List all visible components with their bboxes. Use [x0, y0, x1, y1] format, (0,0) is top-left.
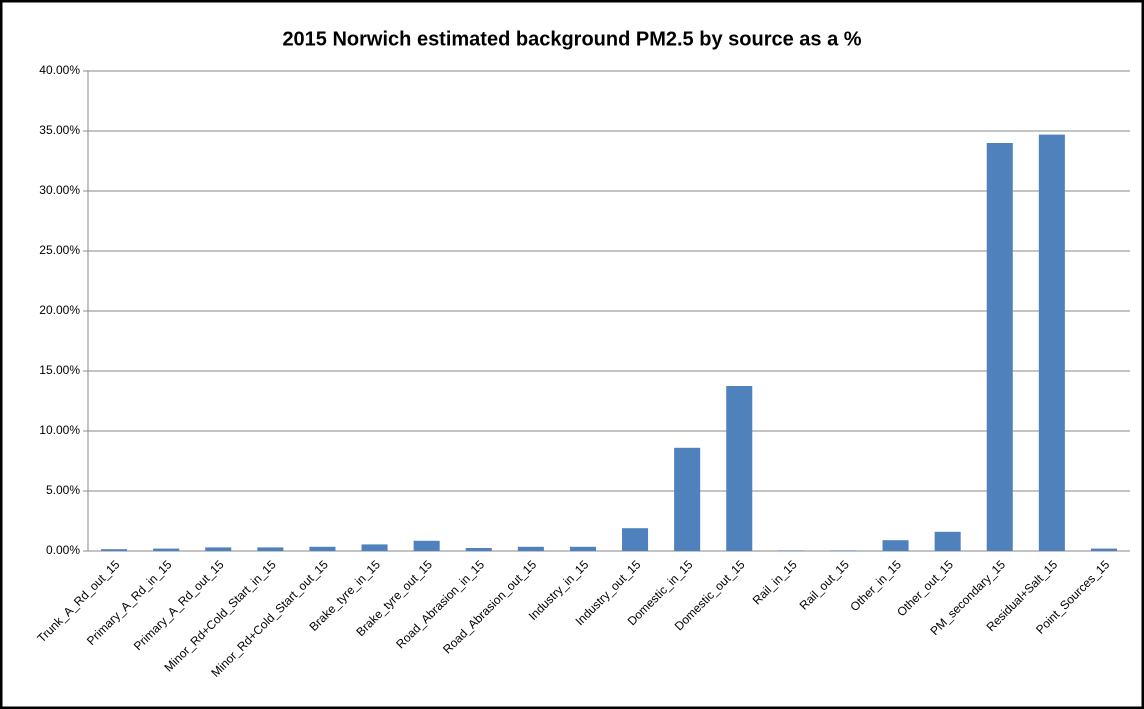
chart-title: 2015 Norwich estimated background PM2.5 … [282, 28, 861, 50]
bar [778, 550, 805, 551]
bar [934, 531, 961, 551]
y-tick-label: 20.00% [39, 303, 80, 317]
bar [1090, 548, 1117, 551]
bar [257, 547, 284, 551]
bar [153, 548, 180, 551]
y-tick-label: 40.00% [39, 63, 80, 77]
bar [309, 546, 336, 551]
y-tick-label: 10.00% [39, 423, 80, 437]
bar [569, 546, 596, 551]
bar [622, 528, 649, 551]
y-tick-label: 15.00% [39, 363, 80, 377]
y-tick-label: 0.00% [46, 543, 80, 557]
y-tick-label: 5.00% [46, 483, 80, 497]
bar [465, 548, 492, 551]
y-tick-label: 25.00% [39, 243, 80, 257]
bar [1038, 134, 1065, 551]
bar [413, 540, 440, 551]
bar [101, 549, 128, 551]
bar [517, 546, 544, 551]
y-tick-label: 35.00% [39, 123, 80, 137]
bar [361, 544, 388, 551]
bar [830, 550, 857, 551]
bar [882, 540, 909, 551]
y-tick-label: 30.00% [39, 183, 80, 197]
bar [674, 447, 701, 551]
bar [726, 386, 753, 551]
bar [986, 143, 1013, 551]
bar [205, 547, 232, 551]
